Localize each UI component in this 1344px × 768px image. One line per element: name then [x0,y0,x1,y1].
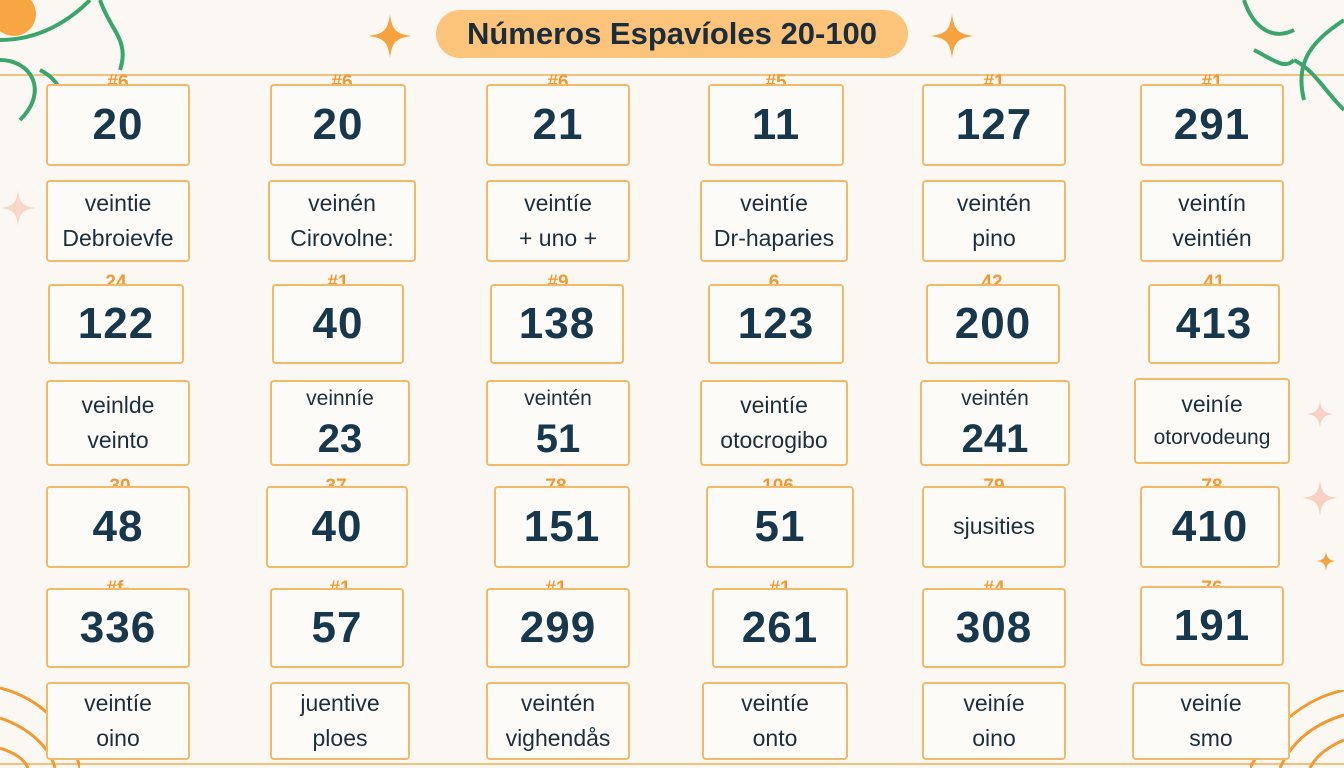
number-card[interactable]: 122 [48,284,184,364]
sparkle-icon [0,190,36,226]
word-line-2: Cirovolne: [290,225,394,251]
word-card[interactable]: juentive ploes [270,682,410,760]
number-card[interactable]: 191 [1140,586,1284,666]
word-card[interactable]: veintín veintién [1140,180,1284,262]
word-line-2: onto [752,725,798,751]
word-line-2: ploes [312,725,368,751]
sparkle-icon [1302,480,1338,516]
sparkle-icon [1316,551,1336,571]
word-line-1: veiníe [963,689,1025,716]
number-card[interactable]: 413 [1148,284,1280,364]
number-card[interactable]: 57 [270,588,404,668]
word-line-1: veintén [520,689,596,716]
word-line-2: Dr-haparies [713,225,835,251]
number-card[interactable]: 410 [1140,486,1280,568]
word-line-2: 23 [317,417,363,462]
word-line-2: pino [972,225,1016,251]
word-line-1: veintén [961,386,1029,410]
word-card[interactable]: veintíe Dr-haparies [700,180,848,262]
number-card[interactable]: 40 [272,284,404,364]
word-card[interactable]: veintíe oino [46,682,190,760]
page-title: Números Espavíoles 20-100 [436,10,908,58]
word-line-1: juentive [300,689,380,716]
word-line-1: veintíe [524,189,592,216]
word-card[interactable]: veiníe smo [1132,682,1290,760]
word-line-2: vighendås [505,725,611,751]
word-line-1: veintíe [84,689,152,716]
number-card[interactable]: 40 [266,486,408,568]
bottom-divider [0,763,1344,765]
word-card[interactable]: veinníe 23 [270,380,410,466]
number-card[interactable]: 123 [708,284,844,364]
word-line-2: otorvodeung [1153,426,1271,450]
number-card[interactable]: 21 [486,84,630,166]
word-line-2: oino [972,725,1016,751]
number-card[interactable]: 20 [270,84,406,166]
word-line-1: veintie [84,189,152,216]
word-line-2: smo [1189,725,1233,751]
leaf-decoration-icon [1242,0,1344,112]
word-line-1: veiníe [1181,391,1243,418]
word-line-2: Debroievfe [62,225,174,251]
word-line-2: 51 [535,417,581,462]
number-card[interactable]: 48 [46,486,190,568]
number-card[interactable]: 299 [486,588,630,668]
word-card[interactable]: veinén Cirovolne: [268,180,416,262]
word-card[interactable]: veintie Debroievfe [46,180,190,262]
word-line-2: veintién [1172,225,1252,251]
word-line-2: otocrogibo [720,427,828,453]
word-card[interactable]: veintíe + uno + [486,180,630,262]
number-card[interactable]: 261 [712,588,848,668]
word-line-1: veinníe [306,386,374,410]
word-card[interactable]: veintíe onto [702,682,848,760]
number-card[interactable]: 200 [926,284,1060,364]
word-line-1: veinlde [81,391,155,418]
top-divider [0,74,1344,76]
card-tag: 6 [768,272,780,293]
word-line-1: veiníe [1180,689,1242,716]
number-card[interactable]: 138 [490,284,624,364]
word-line-1: veintén [956,189,1032,216]
number-card[interactable]: 151 [494,486,630,568]
word-line-2: oino [96,725,140,751]
word-card[interactable]: veinlde veinto [46,380,190,466]
word-card[interactable]: veintén 241 [920,380,1070,466]
word-card[interactable]: veiníe oino [922,682,1066,760]
number-card[interactable]: 127 [922,84,1066,166]
word-card[interactable]: veintén vighendås [486,682,630,760]
word-line-1: veintíe [740,189,808,216]
word-line-1: veintíe [740,391,808,418]
sparkle-icon [930,14,974,58]
number-card[interactable]: 11 [708,84,844,166]
word-card[interactable]: veintén pino [922,180,1066,262]
word-line-1: veintíe [741,689,809,716]
word-card[interactable]: veiníe otorvodeung [1134,378,1290,464]
word-line-1: veinén [308,189,376,216]
number-card[interactable]: 20 [46,84,190,166]
word-card[interactable]: veintén 51 [486,380,630,466]
word-card[interactable]: sjusities [922,486,1066,568]
sparkle-icon [1306,400,1334,428]
word-line-2: + uno + [518,225,598,251]
number-card[interactable]: 291 [1140,84,1284,166]
number-card[interactable]: 336 [46,588,190,668]
word-line-1: veintín [1178,189,1246,216]
word-line-2: veinto [87,427,149,453]
word-card[interactable]: veintíe otocrogibo [700,380,848,466]
number-card[interactable]: 51 [706,486,854,568]
word-line-2: 241 [961,417,1029,462]
word-line-1: veintén [524,386,592,410]
sparkle-icon [368,14,412,58]
number-card[interactable]: 308 [922,588,1066,668]
